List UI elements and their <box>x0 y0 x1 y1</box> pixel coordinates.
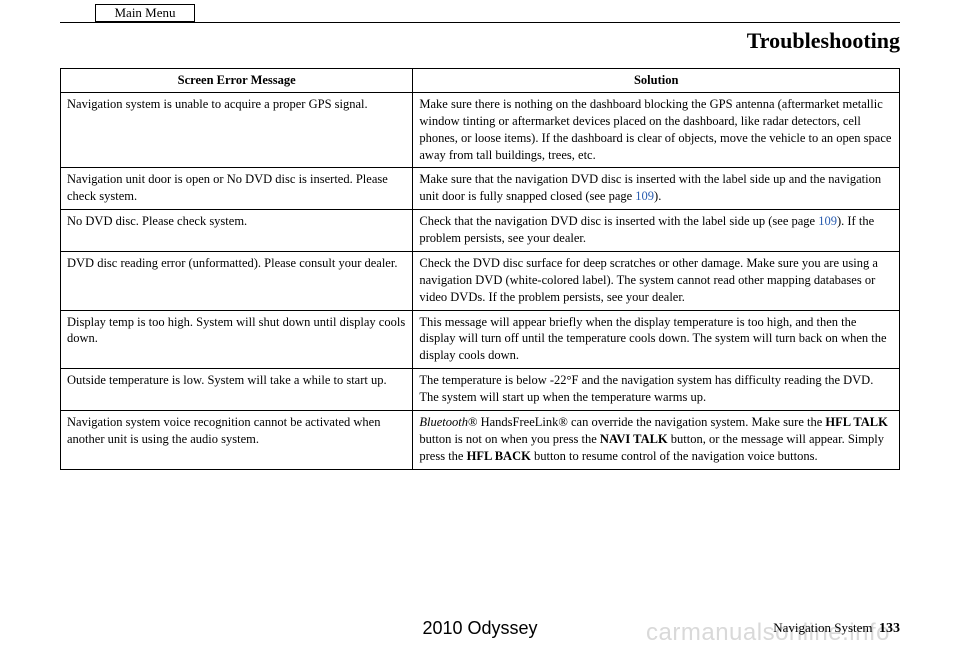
page-title: Troubleshooting <box>747 28 900 54</box>
error-message-cell: Navigation system is unable to acquire a… <box>61 92 413 168</box>
error-message-cell: Outside temperature is low. System will … <box>61 369 413 411</box>
page-link[interactable]: 109 <box>818 214 837 228</box>
bold-button-name: NAVI TALK <box>600 432 668 446</box>
table-row: Navigation unit door is open or No DVD d… <box>61 168 900 210</box>
table-row: DVD disc reading error (unformatted). Pl… <box>61 251 900 310</box>
solution-cell: Make sure there is nothing on the dashbo… <box>413 92 900 168</box>
solution-text: button is not on when you press the <box>419 432 600 446</box>
solution-cell: Check that the navigation DVD disc is in… <box>413 210 900 252</box>
solution-text: ). <box>654 189 661 203</box>
solution-cell: Make sure that the navigation DVD disc i… <box>413 168 900 210</box>
table-row: Display temp is too high. System will sh… <box>61 310 900 369</box>
bold-button-name: HFL BACK <box>467 449 531 463</box>
table-row: Navigation system voice recognition cann… <box>61 410 900 469</box>
table-header-solution: Solution <box>413 69 900 93</box>
solution-text: button to resume control of the navigati… <box>531 449 818 463</box>
solution-cell: Check the DVD disc surface for deep scra… <box>413 251 900 310</box>
solution-cell: The temperature is below -22°F and the n… <box>413 369 900 411</box>
solution-cell: Bluetooth® HandsFreeLink® can override t… <box>413 410 900 469</box>
table-header-message: Screen Error Message <box>61 69 413 93</box>
table-row: Outside temperature is low. System will … <box>61 369 900 411</box>
error-message-cell: Navigation unit door is open or No DVD d… <box>61 168 413 210</box>
table-row: Navigation system is unable to acquire a… <box>61 92 900 168</box>
model-year-label: 2010 Odyssey <box>422 618 537 638</box>
solution-cell: This message will appear briefly when th… <box>413 310 900 369</box>
page-number: 133 <box>879 621 900 636</box>
solution-text: ® HandsFreeLink® can override the naviga… <box>468 415 825 429</box>
error-message-cell: No DVD disc. Please check system. <box>61 210 413 252</box>
error-message-cell: DVD disc reading error (unformatted). Pl… <box>61 251 413 310</box>
error-message-cell: Display temp is too high. System will sh… <box>61 310 413 369</box>
bold-button-name: HFL TALK <box>825 415 887 429</box>
solution-text: Check that the navigation DVD disc is in… <box>419 214 818 228</box>
troubleshooting-table: Screen Error Message Solution Navigation… <box>60 68 900 470</box>
footer-right: Navigation System 133 <box>773 620 900 637</box>
main-menu-button[interactable]: Main Menu <box>95 4 195 22</box>
table-row: No DVD disc. Please check system. Check … <box>61 210 900 252</box>
italic-text: Bluetooth <box>419 415 468 429</box>
nav-system-label: Navigation System <box>773 620 872 635</box>
error-message-cell: Navigation system voice recognition cann… <box>61 410 413 469</box>
page-link[interactable]: 109 <box>635 189 654 203</box>
